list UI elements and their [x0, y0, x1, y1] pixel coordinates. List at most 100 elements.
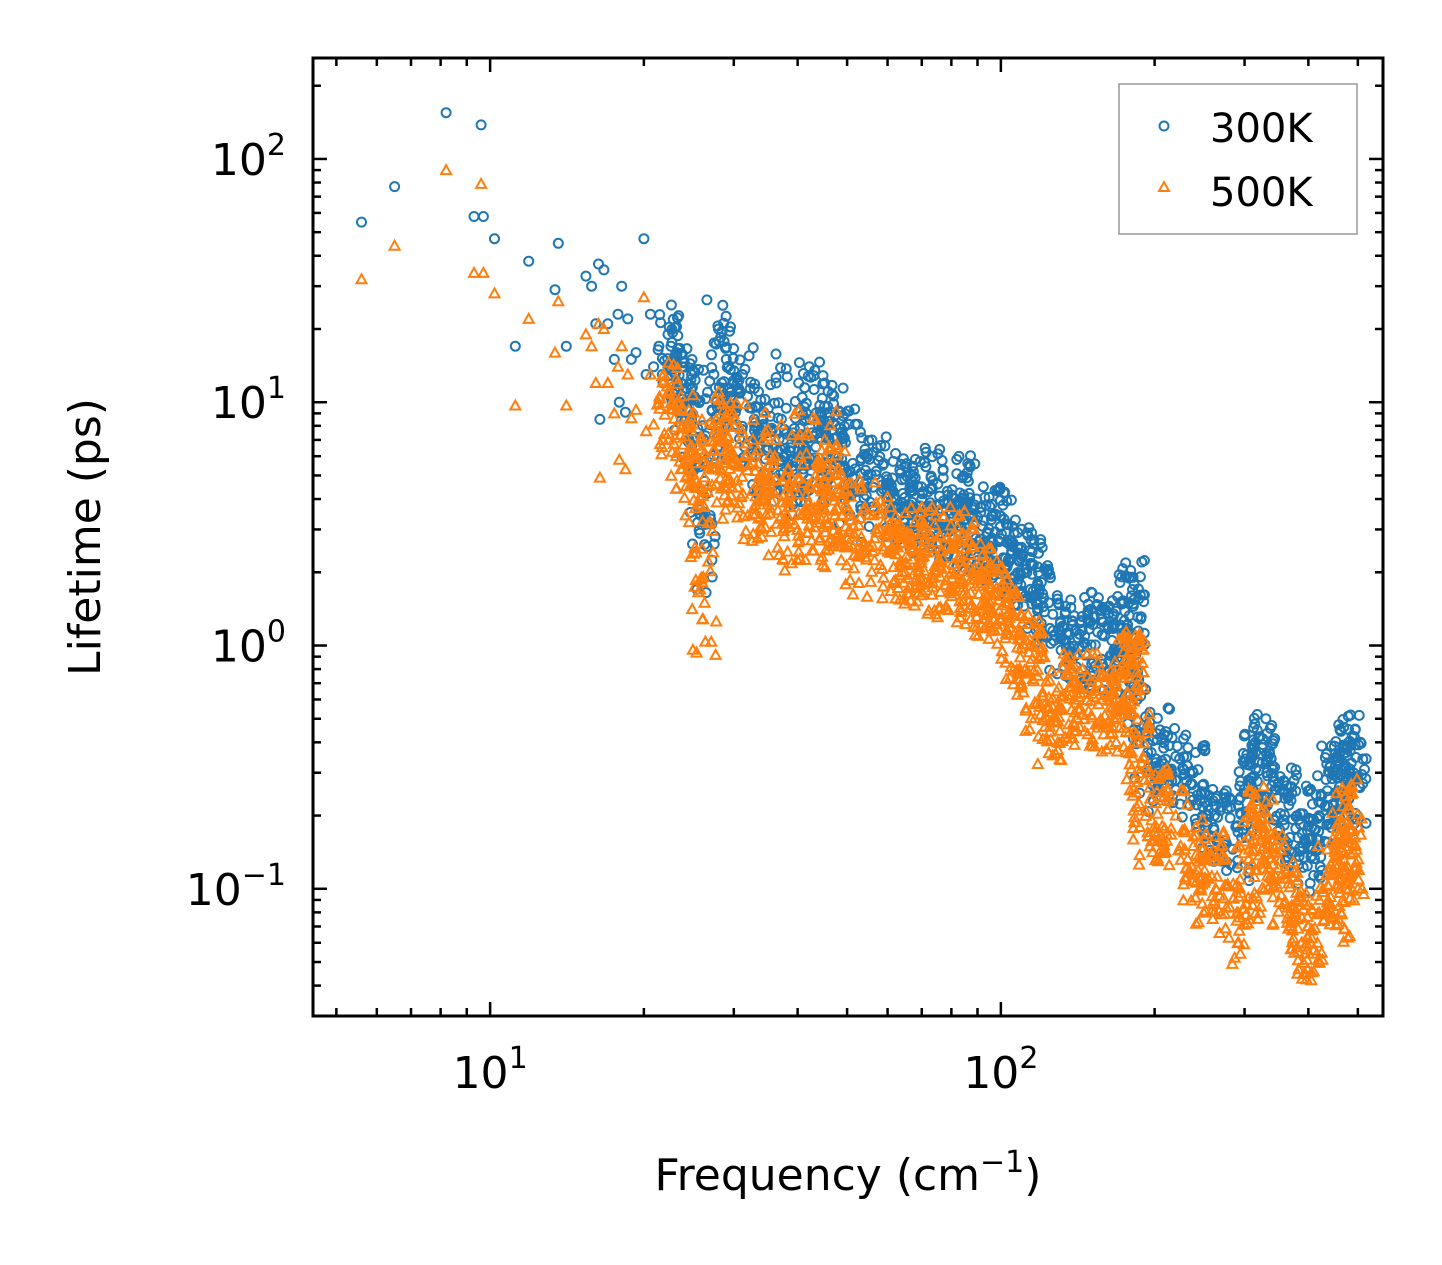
cloud-point-500K — [1354, 827, 1368, 840]
cloud-point-300K — [770, 348, 782, 360]
cloud-point-300K — [1095, 608, 1107, 620]
cloud-point-500K — [823, 418, 837, 431]
cloud-point-500K — [752, 494, 767, 507]
point-500K-28 — [639, 424, 653, 437]
cloud-point-500K — [735, 469, 749, 482]
cloud-point-500K — [1072, 646, 1086, 659]
point-500K-18 — [601, 375, 615, 388]
cloud-point-500K — [994, 651, 1009, 664]
cloud-point-300K — [904, 486, 916, 498]
cloud-point-500K — [1174, 852, 1188, 865]
cloud-point-300K — [849, 403, 861, 415]
cloud-point-500K — [1188, 890, 1203, 903]
cloud-point-500K — [1242, 784, 1256, 797]
cloud-point-500K — [907, 580, 922, 593]
cloud-point-500K — [1300, 936, 1314, 949]
cloud-point-500K — [915, 500, 929, 513]
cloud-point-500K — [1039, 674, 1054, 687]
cloud-point-500K — [763, 447, 777, 460]
cloud-point-500K — [990, 553, 1004, 566]
cloud-point-300K — [993, 484, 1005, 495]
cloud-point-300K — [983, 523, 995, 535]
cloud-point-500K — [904, 500, 918, 513]
cloud-point-500K — [1243, 828, 1257, 841]
cloud-point-300K — [1225, 859, 1237, 871]
cloud-point-300K — [1058, 621, 1070, 633]
cloud-point-500K — [852, 472, 867, 485]
cloud-point-500K — [1012, 632, 1026, 645]
cloud-point-500K — [1043, 673, 1057, 686]
cloud-point-300K — [971, 493, 983, 505]
cloud-point-500K — [729, 396, 744, 409]
cloud-point-500K — [894, 518, 908, 531]
cloud-point-500K — [816, 558, 830, 571]
cloud-point-500K — [689, 545, 703, 558]
cloud-point-500K — [1341, 869, 1356, 882]
cloud-point-500K — [1195, 812, 1210, 825]
cloud-point-500K — [1134, 756, 1149, 769]
cloud-point-500K — [662, 355, 676, 368]
cloud-point-500K — [856, 502, 871, 515]
cloud-point-300K — [969, 458, 981, 470]
point-500K-1 — [387, 238, 402, 251]
cloud-point-500K — [1084, 680, 1098, 693]
point-300K-75 — [925, 472, 937, 484]
cloud-point-500K — [984, 541, 998, 554]
cloud-point-500K — [1191, 915, 1206, 928]
cloud-point-500K — [944, 518, 958, 531]
cloud-point-500K — [866, 544, 880, 557]
cloud-point-500K — [1251, 911, 1265, 924]
cloud-point-500K — [1310, 907, 1324, 920]
point-300K-26 — [630, 347, 642, 359]
cloud-point-500K — [1312, 955, 1326, 968]
cloud-point-500K — [790, 552, 804, 565]
cloud-point-500K — [834, 553, 848, 566]
cloud-point-500K — [653, 436, 667, 449]
cloud-point-500K — [844, 513, 858, 526]
cloud-point-500K — [818, 525, 832, 538]
cloud-point-500K — [1014, 679, 1028, 692]
point-300K-30 — [648, 361, 660, 373]
cloud-point-500K — [968, 627, 982, 640]
cloud-point-500K — [703, 515, 718, 528]
cloud-point-500K — [713, 462, 727, 475]
cloud-point-500K — [1285, 910, 1300, 923]
cloud-point-500K — [697, 499, 712, 512]
cloud-point-300K — [739, 363, 751, 375]
cloud-point-500K — [676, 437, 691, 450]
cloud-point-500K — [973, 536, 988, 549]
point-500K-5 — [476, 265, 491, 278]
cloud-point-500K — [1233, 946, 1247, 959]
cloud-point-500K — [1326, 863, 1340, 876]
point-500K-24 — [621, 367, 635, 380]
cloud-point-500K — [1145, 813, 1159, 826]
cloud-point-500K — [793, 471, 807, 484]
cloud-point-300K — [1120, 557, 1132, 569]
cloud-point-300K — [999, 486, 1011, 498]
cloud-point-300K — [1014, 543, 1026, 555]
cloud-point-500K — [976, 611, 990, 624]
cloud-point-300K — [785, 442, 797, 454]
cloud-point-500K — [1343, 823, 1358, 836]
cloud-point-500K — [721, 473, 735, 486]
cloud-point-500K — [1086, 646, 1100, 659]
cloud-point-300K — [759, 393, 771, 405]
cloud-point-500K — [883, 545, 898, 558]
cloud-point-500K — [1175, 823, 1190, 836]
cloud-point-500K — [982, 631, 996, 644]
cloud-point-500K — [810, 515, 824, 528]
cloud-point-500K — [778, 563, 792, 576]
cloud-point-300K — [831, 431, 843, 443]
cloud-point-500K — [1299, 886, 1313, 899]
point-300K-7 — [509, 340, 521, 352]
cloud-point-500K — [710, 495, 724, 508]
cloud-point-300K — [1294, 818, 1306, 830]
cloud-point-300K — [1306, 850, 1318, 862]
cloud-point-500K — [1328, 857, 1342, 870]
cloud-point-300K — [890, 448, 902, 459]
cloud-point-300K — [670, 348, 682, 359]
cloud-point-300K — [1207, 784, 1219, 795]
cloud-point-500K — [810, 458, 825, 471]
cloud-point-300K — [1269, 761, 1281, 773]
point-300K-1 — [389, 181, 401, 193]
